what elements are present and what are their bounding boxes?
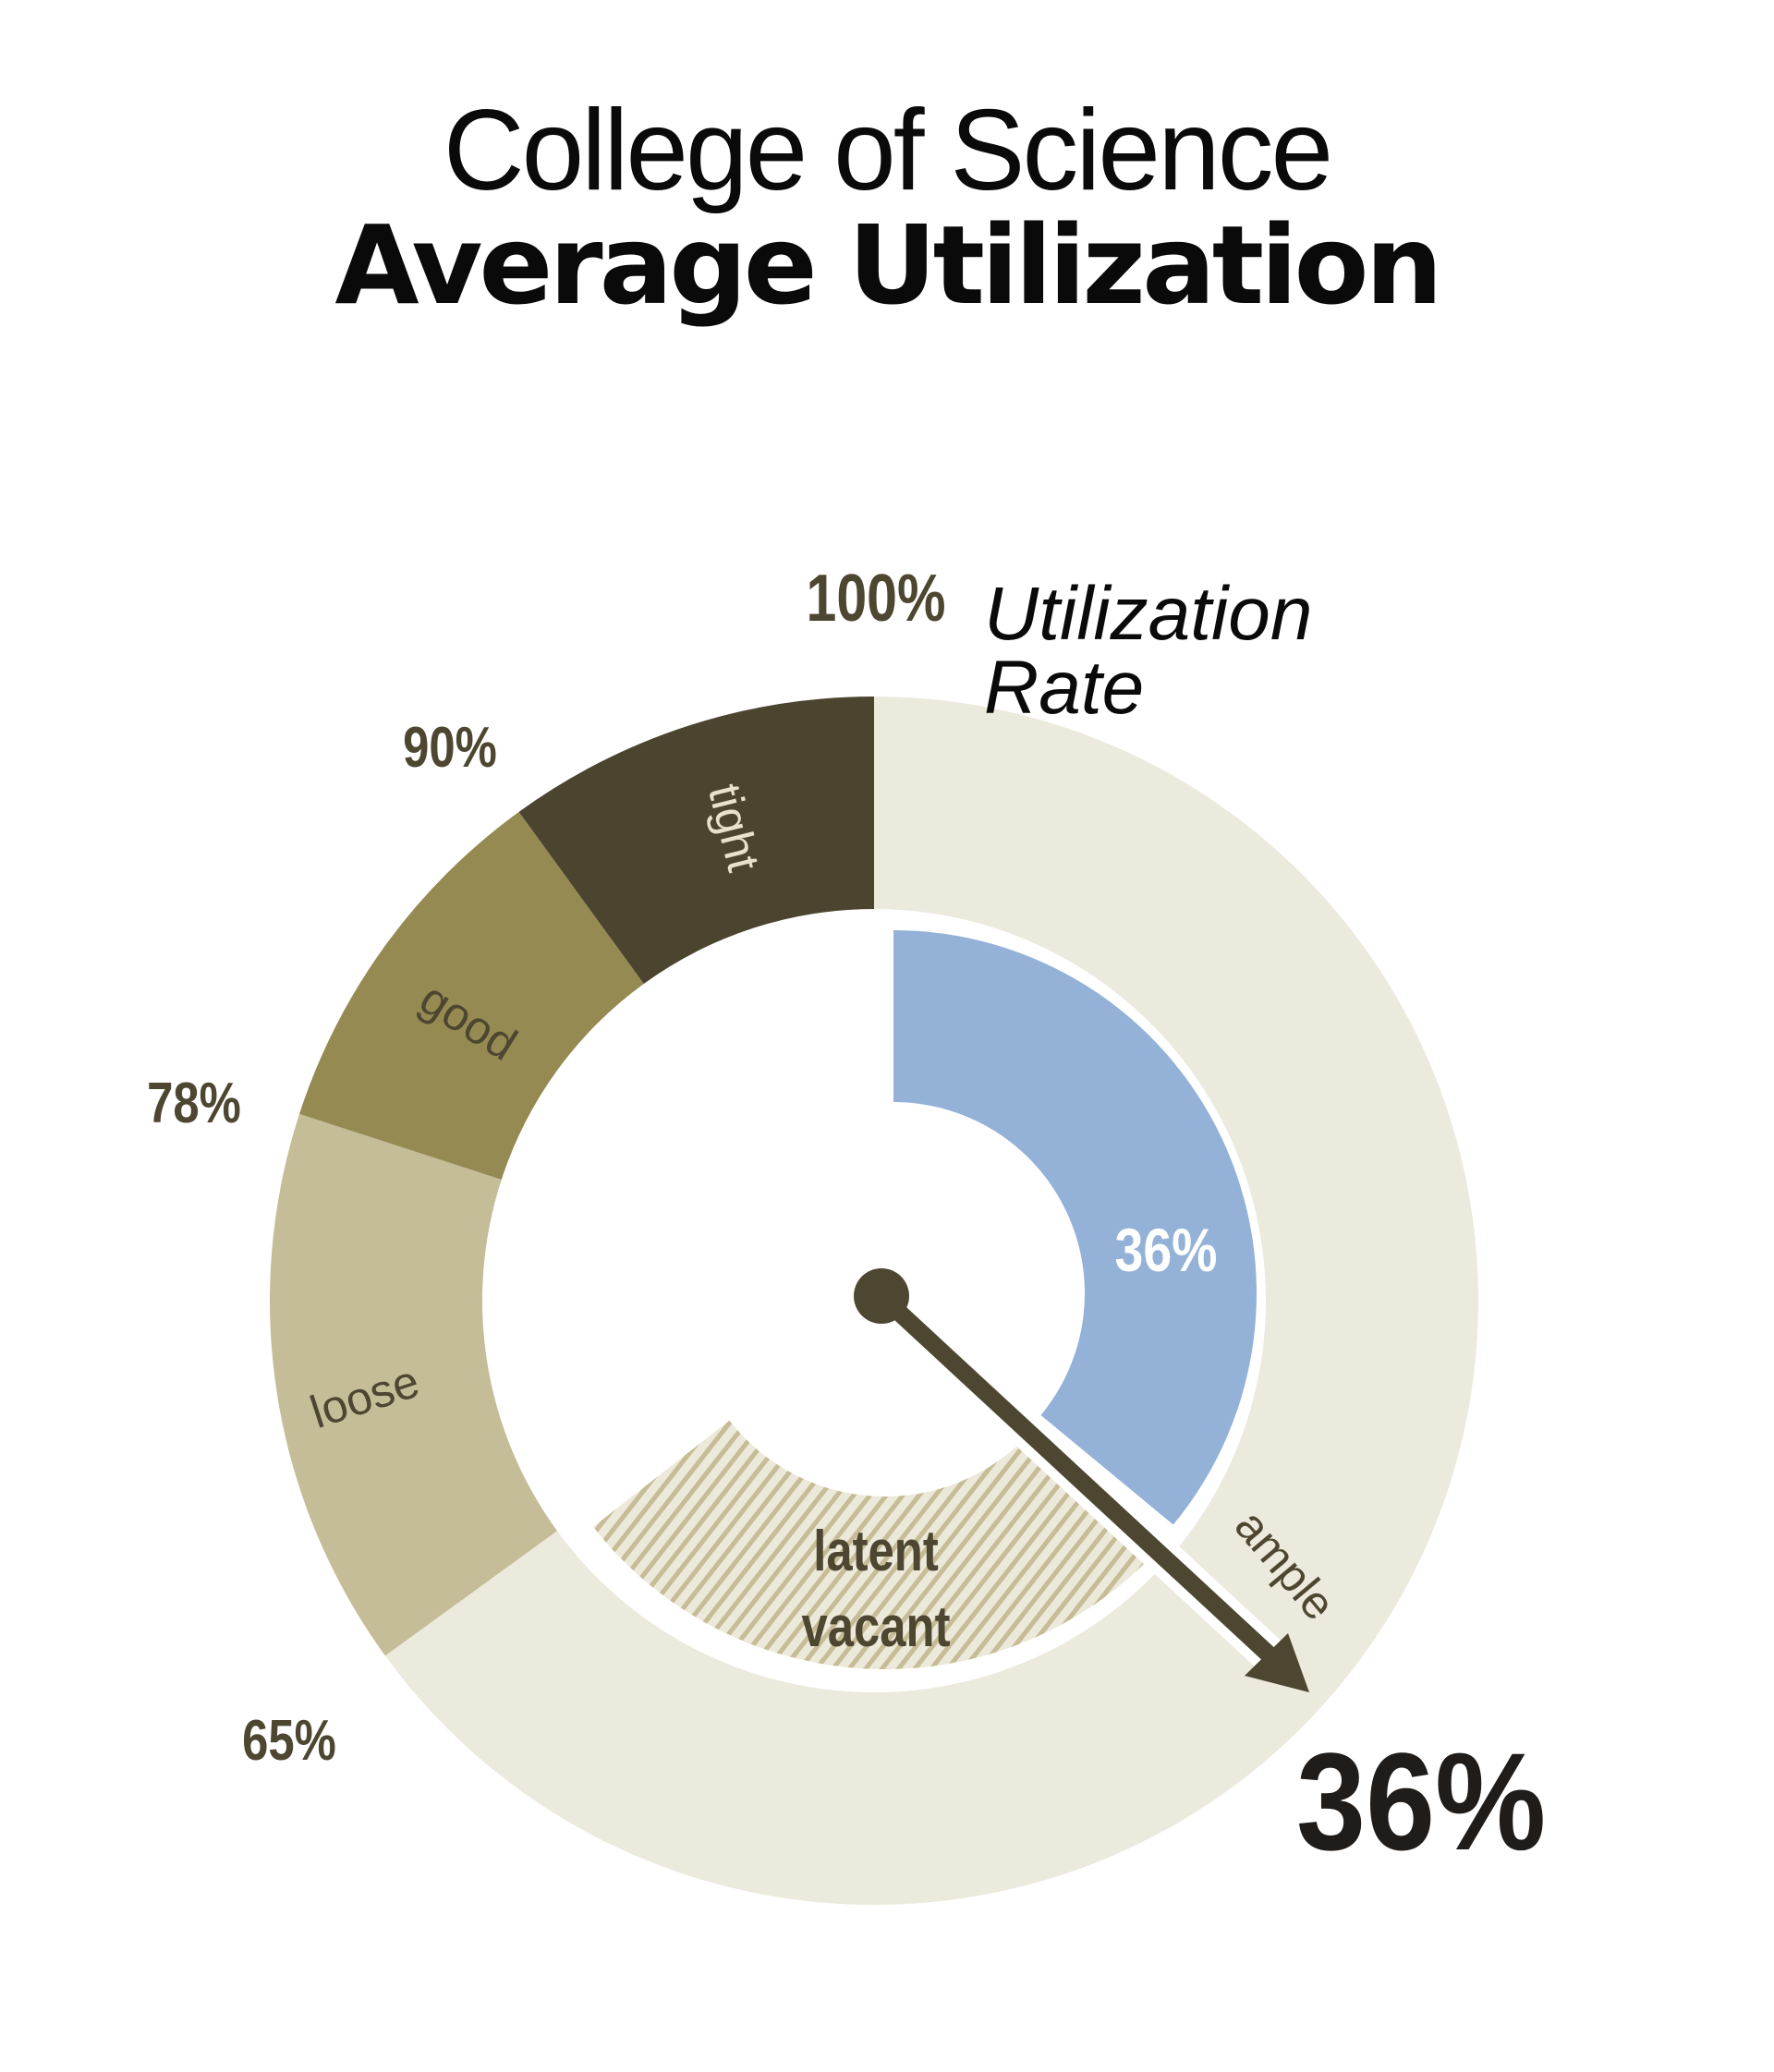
band-tight xyxy=(518,697,874,984)
legend-utilization: Utilization xyxy=(984,572,1312,656)
title-college: College of Science xyxy=(443,87,1333,214)
tick-78: 78% xyxy=(147,1072,241,1135)
band-good xyxy=(299,811,644,1180)
latent-label-line1: latent xyxy=(813,1520,939,1583)
tick-65: 65% xyxy=(242,1709,336,1773)
arrowhead-icon xyxy=(1245,1633,1309,1692)
tick-100: 100% xyxy=(807,560,946,635)
utilization-arc xyxy=(893,930,1257,1525)
legend-rate: Rate xyxy=(984,646,1144,730)
band-loose xyxy=(270,1113,557,1656)
latent-label-line2: vacant xyxy=(801,1595,950,1659)
title-average-utilization: Average Utilization xyxy=(334,201,1442,329)
tick-90: 90% xyxy=(403,716,497,780)
big-value: 36% xyxy=(1296,1725,1546,1879)
needle-pivot xyxy=(854,1268,909,1324)
utilization-arc-label: 36% xyxy=(1115,1216,1218,1284)
needle xyxy=(854,1268,1309,1692)
latent-vacant-arc xyxy=(593,1420,1157,1670)
